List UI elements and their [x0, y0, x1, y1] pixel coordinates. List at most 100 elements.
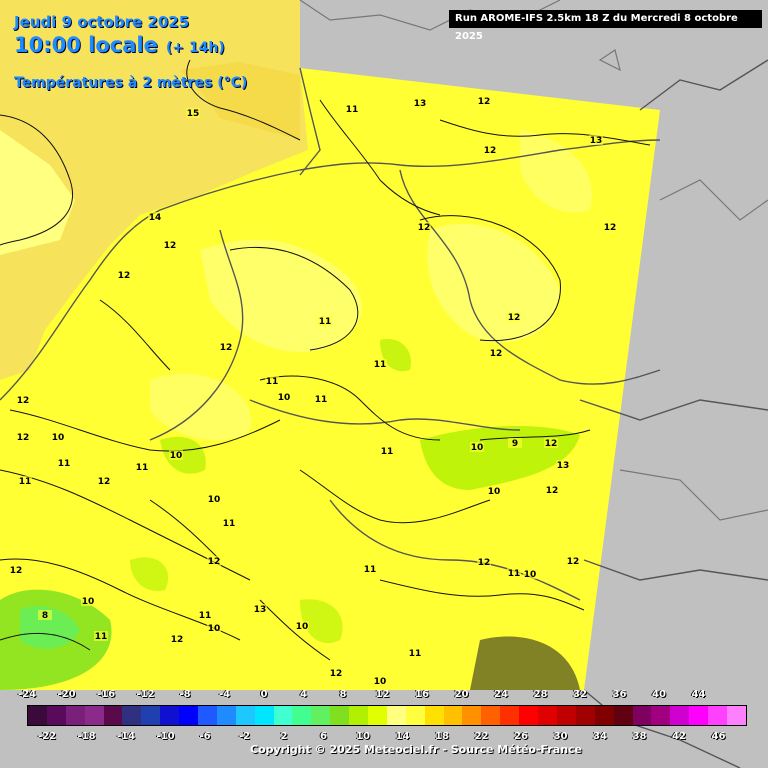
legend-bottom-tick-label: 22 — [474, 731, 489, 742]
legend-bottom-tick-label: 38 — [632, 731, 647, 742]
legend-swatch — [160, 706, 180, 725]
legend-swatch — [198, 706, 217, 725]
legend-swatch — [311, 706, 331, 725]
isotherm-label: 12 — [567, 557, 580, 567]
legend-bottom-tick-label: -14 — [116, 731, 136, 742]
legend-swatch — [443, 706, 463, 725]
legend-swatch — [632, 706, 652, 725]
legend-bottom-tick-label: -10 — [156, 731, 175, 742]
legend-top-tick-label: 28 — [533, 689, 548, 700]
isotherm-label: 10 — [82, 597, 95, 607]
isotherm-label: 11 — [136, 463, 149, 473]
isotherm-label: 12 — [17, 433, 30, 443]
isotherm-label: 11 — [199, 611, 212, 621]
legend-swatch — [235, 706, 255, 725]
isotherm-label: 13 — [590, 136, 603, 146]
isotherm-label: 11 — [315, 395, 328, 405]
isotherm-label: 11 — [19, 477, 32, 487]
isotherm-label: 10 — [52, 433, 65, 443]
legend-top-tick-label: 0 — [260, 689, 268, 700]
legend-bottom-tick-label: 42 — [672, 731, 686, 742]
legend-swatch — [708, 706, 727, 725]
isotherm-label: 12 — [508, 313, 521, 323]
color-scale-bar — [27, 705, 747, 726]
legend-swatch — [613, 706, 633, 725]
legend-swatch — [179, 706, 199, 725]
legend-top-tick-label: -8 — [179, 689, 191, 700]
legend-swatch — [46, 706, 66, 725]
isotherm-label: 11 — [266, 377, 279, 387]
isotherm-label: 10 — [170, 451, 183, 461]
legend-swatch — [424, 706, 444, 725]
legend-swatch — [273, 706, 293, 725]
isotherm-label: 12 — [17, 396, 30, 406]
isotherm-label: 12 — [546, 486, 559, 496]
isotherm-label: 13 — [254, 605, 267, 615]
legend-swatch — [538, 706, 557, 725]
forecast-time: 10:00 locale (+ 14h) — [14, 33, 225, 57]
isotherm-label: 12 — [118, 271, 131, 281]
legend-top-tick-label: 40 — [652, 689, 666, 700]
legend-bottom-tick-label: 2 — [280, 731, 288, 742]
legend-bottom-ticks: -22 -18 -14 -10 -6 -2 2 6 10 14 18 22 26 30 34 38 42 46 — [0, 731, 768, 745]
legend-top-tick-label: -4 — [218, 689, 231, 700]
legend-swatch — [368, 706, 387, 725]
isotherm-label: 10 — [208, 624, 221, 634]
legend-top-tick-label: 32 — [573, 689, 587, 700]
variable-title: Températures à 2 mètres (°C) — [14, 75, 248, 91]
legend-bottom-tick-label: 26 — [514, 731, 528, 742]
isotherm-label: 10 — [208, 495, 221, 505]
legend-swatch — [405, 706, 425, 725]
isotherm-label: 13 — [414, 99, 427, 109]
isotherm-label: 11 — [508, 569, 521, 579]
legend-top-tick-label: -16 — [96, 689, 116, 700]
legend-bottom-tick-label: -18 — [77, 731, 96, 742]
legend-top-tick-label: 16 — [415, 689, 429, 700]
isotherm-label: 10 — [488, 487, 501, 497]
isotherm-label: 11 — [346, 105, 359, 115]
forecast-date: Jeudi 9 octobre 2025 — [14, 13, 190, 31]
isotherm-label: 10 — [471, 443, 484, 453]
isotherm-label: 14 — [149, 213, 162, 223]
legend-swatch — [122, 706, 142, 725]
legend-top-tick-label: 8 — [339, 689, 347, 700]
legend-swatch — [500, 706, 520, 725]
isotherm-label: 11 — [409, 649, 422, 659]
legend-swatch — [386, 706, 406, 725]
isotherm-label: 12 — [490, 349, 503, 359]
legend-bottom-tick-label: -22 — [37, 731, 57, 742]
legend-bottom-tick-label: -6 — [199, 731, 211, 742]
forecast-time-value: 10:00 locale — [14, 33, 158, 57]
legend-bottom-tick-label: 6 — [320, 731, 327, 742]
legend-swatch — [254, 706, 274, 725]
sea-light-zone — [0, 130, 75, 255]
isotherm-label: 11 — [223, 519, 236, 529]
isotherm-label: 12 — [478, 97, 491, 107]
isotherm-label: 12 — [604, 223, 617, 233]
legend-swatch — [519, 706, 539, 725]
legend-top-tick-label: 44 — [691, 689, 706, 700]
legend-bottom-tick-label: 10 — [356, 731, 370, 742]
legend-top-tick-label: -20 — [57, 689, 76, 700]
legend-swatch — [462, 706, 482, 725]
forecast-lead-time: (+ 14h) — [165, 40, 225, 56]
isotherm-label: 13 — [557, 461, 570, 471]
isotherm-label: 12 — [478, 558, 491, 568]
legend-swatch — [651, 706, 671, 725]
isotherm-label: 12 — [545, 439, 558, 449]
legend-swatch — [330, 706, 350, 725]
run-info-banner: Run AROME-IFS 2.5km 18 Z du Mercredi 8 o… — [449, 10, 762, 42]
isotherm-label: 10 — [296, 622, 309, 632]
legend-swatch — [594, 706, 614, 725]
legend-bottom-tick-label: 14 — [395, 731, 410, 742]
legend-bottom-tick-label: 30 — [553, 731, 568, 742]
legend-swatch — [103, 706, 123, 725]
isotherm-label: 11 — [374, 360, 387, 370]
legend-bottom-tick-label: 34 — [593, 731, 607, 742]
isotherm-label: 11 — [364, 565, 377, 575]
isotherm-label: 12 — [164, 241, 177, 251]
legend-top-tick-label: -12 — [136, 689, 155, 700]
isotherm-label: 10 — [524, 570, 537, 580]
legend-top-tick-label: 36 — [612, 689, 627, 700]
